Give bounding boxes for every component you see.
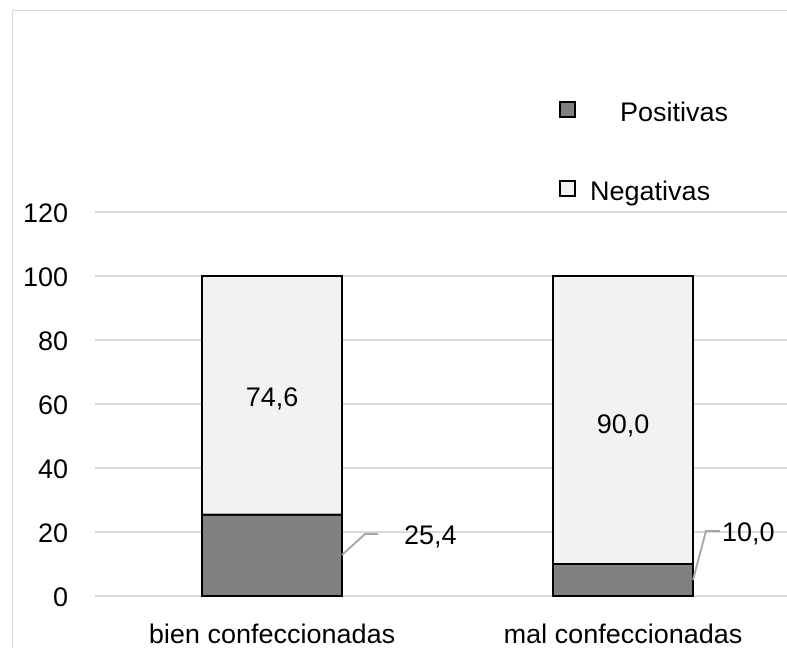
legend-label-negativas: Negativas (590, 176, 710, 206)
category-label: bien confeccionadas (149, 619, 395, 648)
bar-negativas-2 (552, 275, 694, 565)
y-tick-label: 80 (38, 326, 68, 356)
y-tick-label: 20 (38, 518, 68, 548)
data-label-negativas: 90,0 (597, 409, 650, 439)
leader-line (692, 530, 720, 581)
y-tick-label: 120 (23, 198, 68, 228)
bar-positivas-2 (552, 563, 694, 597)
bar-negativas-1 (201, 275, 343, 516)
y-tick-label: 40 (38, 454, 68, 484)
y-tick-label: 100 (23, 262, 68, 292)
data-label-positivas: 10,0 (722, 517, 775, 547)
bar-positivas-1 (201, 513, 343, 597)
leader-line (341, 533, 378, 556)
data-label-positivas: 25,4 (404, 520, 457, 550)
category-label: mal confeccionadas (504, 619, 743, 648)
data-label-negativas: 74,6 (246, 382, 299, 412)
legend-swatch-negativas (559, 180, 576, 197)
y-tick-label: 0 (53, 582, 68, 612)
legend-label-positivas: Positivas (620, 97, 728, 127)
legend-swatch-positivas (559, 101, 576, 118)
bars (201, 275, 694, 597)
legend: Positivas Negativas (559, 97, 728, 206)
data-labels: 74,6 90,0 25,4 10,0 (246, 382, 775, 581)
y-tick-label: 60 (38, 390, 68, 420)
y-axis-ticks: 0 20 40 60 80 100 120 (23, 198, 68, 612)
category-labels: bien confeccionadas mal confeccionadas (149, 619, 742, 648)
